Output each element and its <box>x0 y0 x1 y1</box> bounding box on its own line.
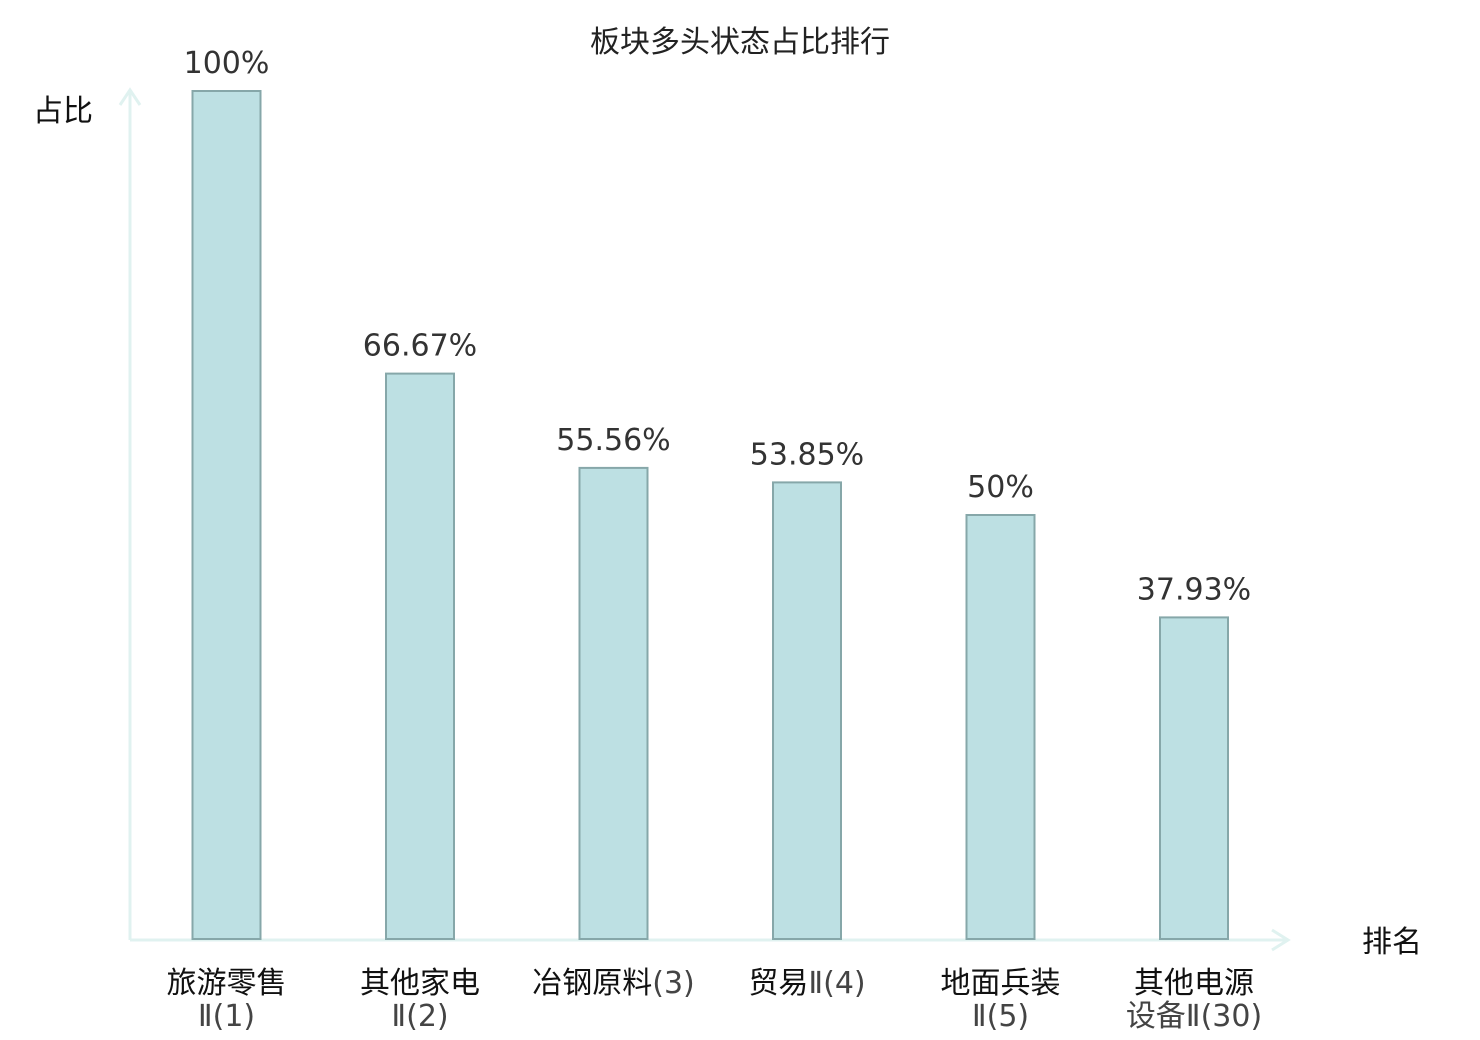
value-label-5: 50% <box>967 470 1034 505</box>
category-rank-1: Ⅱ(1) <box>198 999 255 1034</box>
category-name-2: 其他家电 <box>360 966 480 1001</box>
value-label-1: 100% <box>184 46 270 81</box>
value-label-6: 37.93% <box>1137 572 1251 607</box>
bar-1 <box>191 90 262 940</box>
value-label-2: 66.67% <box>363 329 477 364</box>
bar-2 <box>385 372 455 941</box>
x-axis-arrow-icon <box>1271 928 1291 952</box>
x-axis-label: 排名 <box>1362 925 1422 960</box>
y-axis-arrow-icon <box>118 87 142 106</box>
category-name-1: 旅游零售 <box>167 966 287 1001</box>
value-label-4: 53.85% <box>750 437 864 472</box>
bar-6 <box>1159 616 1229 941</box>
category-rank-2: Ⅱ(2) <box>391 999 448 1034</box>
value-labels: 100% 66.67% 55.56% 53.85% 50% 37.93% <box>184 46 1252 607</box>
category-name-6: 其他电源 <box>1134 966 1254 1001</box>
bar-3 <box>578 466 649 940</box>
category-name-5: 地面兵装 <box>941 966 1061 1001</box>
bars <box>191 90 1229 941</box>
value-label-3: 55.56% <box>556 423 670 458</box>
category-rank-5: Ⅱ(5) <box>972 999 1029 1034</box>
category-label-3: 冶钢原料(3) <box>532 966 695 1001</box>
y-axis-label: 占比 <box>33 94 93 129</box>
bar-5 <box>965 514 1036 940</box>
chart-title: 板块多头状态占比排行 <box>590 25 890 60</box>
axes <box>118 87 1291 952</box>
bar-4 <box>772 481 842 940</box>
category-label-4: 贸易Ⅱ(4) <box>748 966 865 1001</box>
category-rank-6: 设备Ⅱ(30) <box>1126 999 1262 1034</box>
